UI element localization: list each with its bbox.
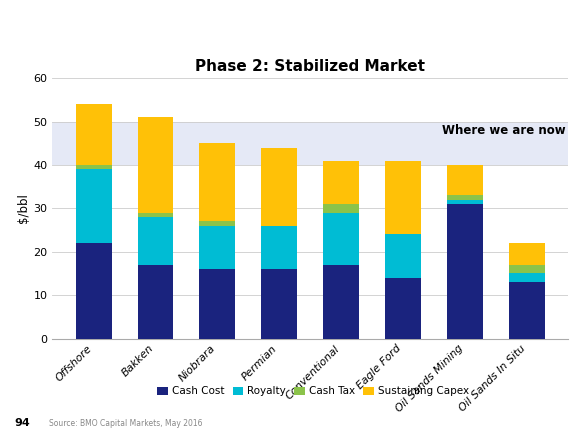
Bar <box>323 265 359 339</box>
Bar <box>447 204 483 339</box>
Bar <box>200 143 235 221</box>
Text: Oil Sands Mining Costs Lower Than Understood: Oil Sands Mining Costs Lower Than Unders… <box>14 22 535 41</box>
Bar <box>200 221 235 226</box>
Bar <box>385 278 421 339</box>
Bar <box>52 122 568 165</box>
Bar <box>75 243 111 339</box>
Bar <box>137 217 173 265</box>
Bar <box>509 265 545 273</box>
Bar <box>200 226 235 269</box>
Bar <box>447 200 483 204</box>
Bar <box>262 226 298 269</box>
Bar <box>323 161 359 204</box>
Bar <box>323 213 359 265</box>
Text: 94: 94 <box>14 418 30 428</box>
Bar <box>75 104 111 165</box>
Legend: Cash Cost, Royalty, Cash Tax, Sustaining Capex: Cash Cost, Royalty, Cash Tax, Sustaining… <box>153 382 473 401</box>
Bar <box>137 117 173 213</box>
Bar <box>509 243 545 265</box>
Text: Source: BMO Capital Markets, May 2016: Source: BMO Capital Markets, May 2016 <box>49 419 203 428</box>
Bar <box>262 269 298 339</box>
Bar <box>137 213 173 217</box>
Bar <box>200 269 235 339</box>
Bar <box>75 169 111 243</box>
Bar <box>323 204 359 213</box>
Bar <box>509 282 545 339</box>
Bar <box>137 265 173 339</box>
Bar <box>447 165 483 195</box>
Bar <box>385 161 421 234</box>
Text: Where we are now: Where we are now <box>442 124 566 137</box>
Bar <box>447 195 483 200</box>
Bar <box>385 234 421 278</box>
Bar <box>262 148 298 226</box>
Bar <box>509 273 545 282</box>
Title: Phase 2: Stabilized Market: Phase 2: Stabilized Market <box>195 59 425 74</box>
Bar <box>75 165 111 169</box>
Text: Teck: Teck <box>496 17 566 46</box>
Y-axis label: $/bbl: $/bbl <box>17 194 30 223</box>
